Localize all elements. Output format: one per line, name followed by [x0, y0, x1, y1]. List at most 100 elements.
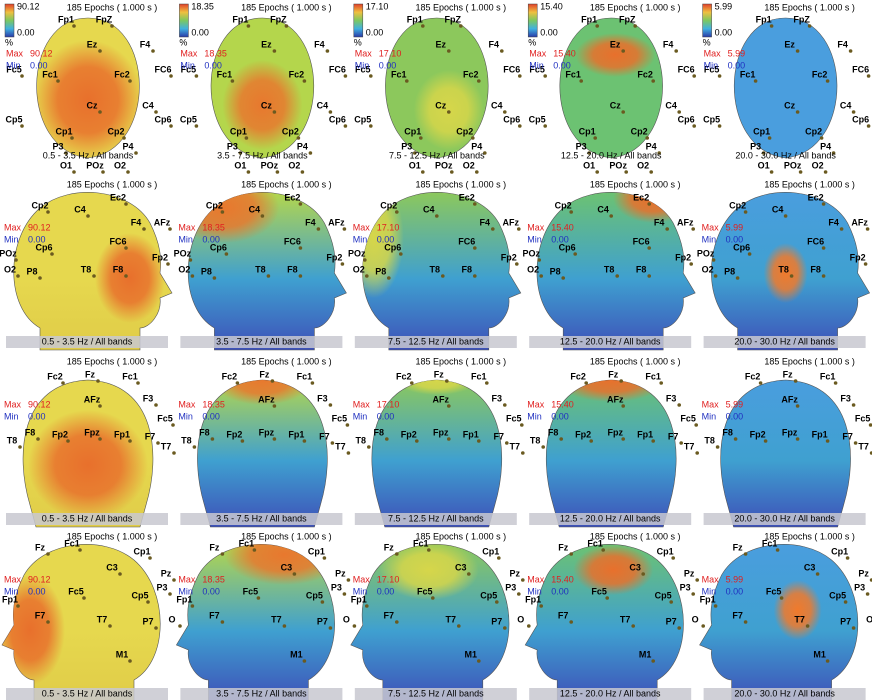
electrode — [172, 578, 176, 582]
electrode — [365, 604, 369, 608]
electrode — [619, 379, 623, 383]
electrode-label: O2 — [353, 264, 365, 274]
electrode-label: P3 — [680, 582, 691, 592]
min-value: 0.00 — [551, 234, 569, 244]
electrode — [128, 439, 132, 443]
electrode-label: T7 — [446, 614, 457, 624]
electrode-label: Cp2 — [805, 126, 822, 136]
electrode-label: Pz — [510, 568, 521, 578]
min-value: 0.00 — [204, 60, 222, 70]
min-value: 0.00 — [28, 586, 46, 596]
band-label: 12.5 - 20.0 Hz / All bands — [560, 513, 661, 523]
band-label: 12.5 - 20.0 Hz / All bands — [560, 688, 661, 698]
electrode — [353, 624, 357, 628]
map-cell: Ec2Cp2C4F4AFzFC6POzCp6Fp2T8F8O2P8185 Epo… — [169, 173, 346, 350]
electrode-label: Cp1 — [579, 126, 596, 136]
electrode — [669, 600, 673, 604]
electrode-label: AFz — [154, 217, 171, 227]
electrode-label: Pz — [684, 568, 695, 578]
map-cell: FzFc1Cp1C3PzP3Fc5Cp5Fp1F7T7P7OM1185 Epoc… — [176, 525, 356, 700]
electrode — [799, 170, 803, 174]
electrode-label: O1 — [409, 160, 421, 170]
electrode-label: Fz — [259, 369, 269, 379]
colorbar-max: 90.12 — [17, 1, 40, 11]
electrode-label: Fz — [733, 542, 743, 552]
max-value: 15.40 — [551, 399, 574, 409]
electrode — [677, 403, 681, 407]
electrode-label: F4 — [663, 39, 674, 49]
electrode-label: Fp1 — [58, 14, 74, 24]
min-value: 0.00 — [28, 234, 46, 244]
electrode — [273, 437, 277, 441]
electrode — [321, 600, 325, 604]
electrode-label: FC6 — [329, 64, 346, 74]
max-value: 15.40 — [553, 48, 576, 58]
electrode-label: C3 — [629, 562, 641, 572]
band-label: 3.5 - 7.5 Hz / All bands — [216, 688, 307, 698]
epochs-label: 185 Epochs ( 1.000 s ) — [590, 2, 681, 12]
electrode — [679, 441, 683, 445]
electrode-label: Pz — [335, 568, 346, 578]
electrode — [126, 170, 130, 174]
electrode — [459, 24, 463, 28]
electrode — [561, 276, 565, 280]
electrode — [473, 202, 477, 206]
electrode — [796, 437, 800, 441]
map-cell: FzFc1Cp1C3PzP3Fc5Cp5Fp1F7T7P7OM1185 Epoc… — [525, 531, 705, 700]
electrode — [36, 437, 40, 441]
electrode-label: P3 — [331, 582, 342, 592]
colorbar — [528, 4, 537, 37]
electrode — [16, 274, 20, 278]
electrode — [593, 136, 597, 140]
electrode-label: Fc2 — [396, 371, 412, 381]
electrode — [395, 210, 399, 214]
activity-spot — [95, 233, 165, 323]
electrode — [665, 227, 669, 231]
electrode — [156, 441, 160, 445]
electrode-label: POz — [435, 160, 453, 170]
max-label: Max — [704, 48, 722, 58]
electrode-label: O2 — [114, 160, 126, 170]
electrode — [537, 258, 541, 262]
electrode-label: POz — [0, 248, 17, 258]
electrode-label: Fc1 — [297, 371, 313, 381]
electrode-label: AFz — [433, 394, 450, 404]
electrode — [846, 556, 850, 560]
electrode-label: Cp1 — [404, 126, 421, 136]
electrode — [624, 170, 628, 174]
max-label: Max — [702, 574, 720, 584]
electrode — [744, 620, 748, 624]
colorbar — [703, 4, 712, 37]
electrode-label: C4 — [142, 100, 154, 110]
electrode — [521, 578, 525, 582]
min-value: 0.00 — [551, 586, 569, 596]
electrode — [517, 227, 521, 231]
electrode — [677, 626, 681, 630]
epochs-label: 185 Epochs ( 1.000 s ) — [67, 2, 158, 12]
electrode — [447, 437, 451, 441]
electrode — [124, 202, 128, 206]
electrode — [134, 151, 138, 155]
electrode — [169, 74, 173, 78]
electrode-label: Cp2 — [729, 200, 746, 210]
electrode-label: Fz — [35, 542, 45, 552]
epochs-label: 185 Epochs ( 1.000 s ) — [241, 531, 332, 541]
electrode — [363, 258, 367, 262]
electrode-label: Cp2 — [555, 200, 572, 210]
electrode-label: AFz — [503, 217, 520, 227]
max-value: 15.40 — [551, 222, 574, 232]
electrode-label: Fc1 — [42, 69, 58, 79]
electrode-label: Pz — [858, 568, 869, 578]
electrode-label: Fc5 — [68, 586, 84, 596]
band-label: 0.5 - 3.5 Hz / All bands — [43, 150, 134, 160]
electrode — [38, 276, 42, 280]
electrode — [539, 604, 543, 608]
epochs-label: 185 Epochs ( 1.000 s ) — [241, 356, 332, 366]
electrode — [517, 592, 521, 596]
electrode-label: Fz — [783, 369, 793, 379]
electrode — [712, 258, 716, 262]
electrode-label: T7 — [271, 614, 282, 624]
electrode — [694, 423, 698, 427]
electrode-label: Fp2 — [750, 429, 766, 439]
electrode — [18, 445, 22, 449]
